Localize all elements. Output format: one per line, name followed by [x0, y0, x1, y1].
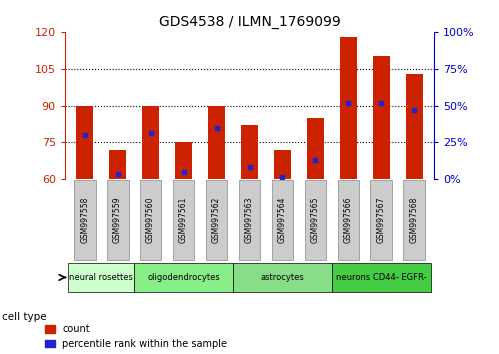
- Text: GSM997568: GSM997568: [410, 197, 419, 243]
- Text: GSM997564: GSM997564: [278, 197, 287, 244]
- Bar: [208, 105, 225, 179]
- Text: GSM997562: GSM997562: [212, 197, 221, 243]
- Text: cell type: cell type: [2, 312, 47, 322]
- Text: GSM997561: GSM997561: [179, 197, 188, 243]
- Text: GSM997560: GSM997560: [146, 197, 155, 244]
- FancyBboxPatch shape: [271, 180, 293, 260]
- FancyBboxPatch shape: [304, 180, 326, 260]
- Text: GSM997565: GSM997565: [311, 197, 320, 244]
- Bar: [340, 37, 357, 179]
- FancyBboxPatch shape: [68, 263, 134, 292]
- Bar: [406, 74, 423, 179]
- Title: GDS4538 / ILMN_1769099: GDS4538 / ILMN_1769099: [159, 16, 340, 29]
- FancyBboxPatch shape: [140, 180, 162, 260]
- Text: GSM997563: GSM997563: [245, 197, 254, 244]
- FancyBboxPatch shape: [370, 180, 392, 260]
- FancyBboxPatch shape: [239, 180, 260, 260]
- FancyBboxPatch shape: [332, 263, 431, 292]
- Text: neural rosettes: neural rosettes: [69, 273, 133, 282]
- FancyBboxPatch shape: [134, 263, 233, 292]
- FancyBboxPatch shape: [206, 180, 228, 260]
- Text: GSM997566: GSM997566: [344, 197, 353, 244]
- FancyBboxPatch shape: [173, 180, 195, 260]
- Bar: [307, 118, 324, 179]
- Bar: [109, 150, 126, 179]
- Bar: [241, 125, 258, 179]
- Bar: [175, 142, 192, 179]
- Text: oligodendrocytes: oligodendrocytes: [147, 273, 220, 282]
- Text: GSM997559: GSM997559: [113, 197, 122, 244]
- Text: GSM997558: GSM997558: [80, 197, 89, 243]
- Text: astrocytes: astrocytes: [260, 273, 304, 282]
- Bar: [274, 150, 291, 179]
- FancyBboxPatch shape: [233, 263, 332, 292]
- Bar: [76, 105, 93, 179]
- Text: neurons CD44- EGFR-: neurons CD44- EGFR-: [336, 273, 427, 282]
- Bar: [373, 56, 390, 179]
- FancyBboxPatch shape: [74, 180, 95, 260]
- Legend: count, percentile rank within the sample: count, percentile rank within the sample: [45, 324, 227, 349]
- Text: GSM997567: GSM997567: [377, 197, 386, 244]
- Bar: [142, 105, 159, 179]
- FancyBboxPatch shape: [337, 180, 359, 260]
- FancyBboxPatch shape: [107, 180, 129, 260]
- FancyBboxPatch shape: [404, 180, 425, 260]
